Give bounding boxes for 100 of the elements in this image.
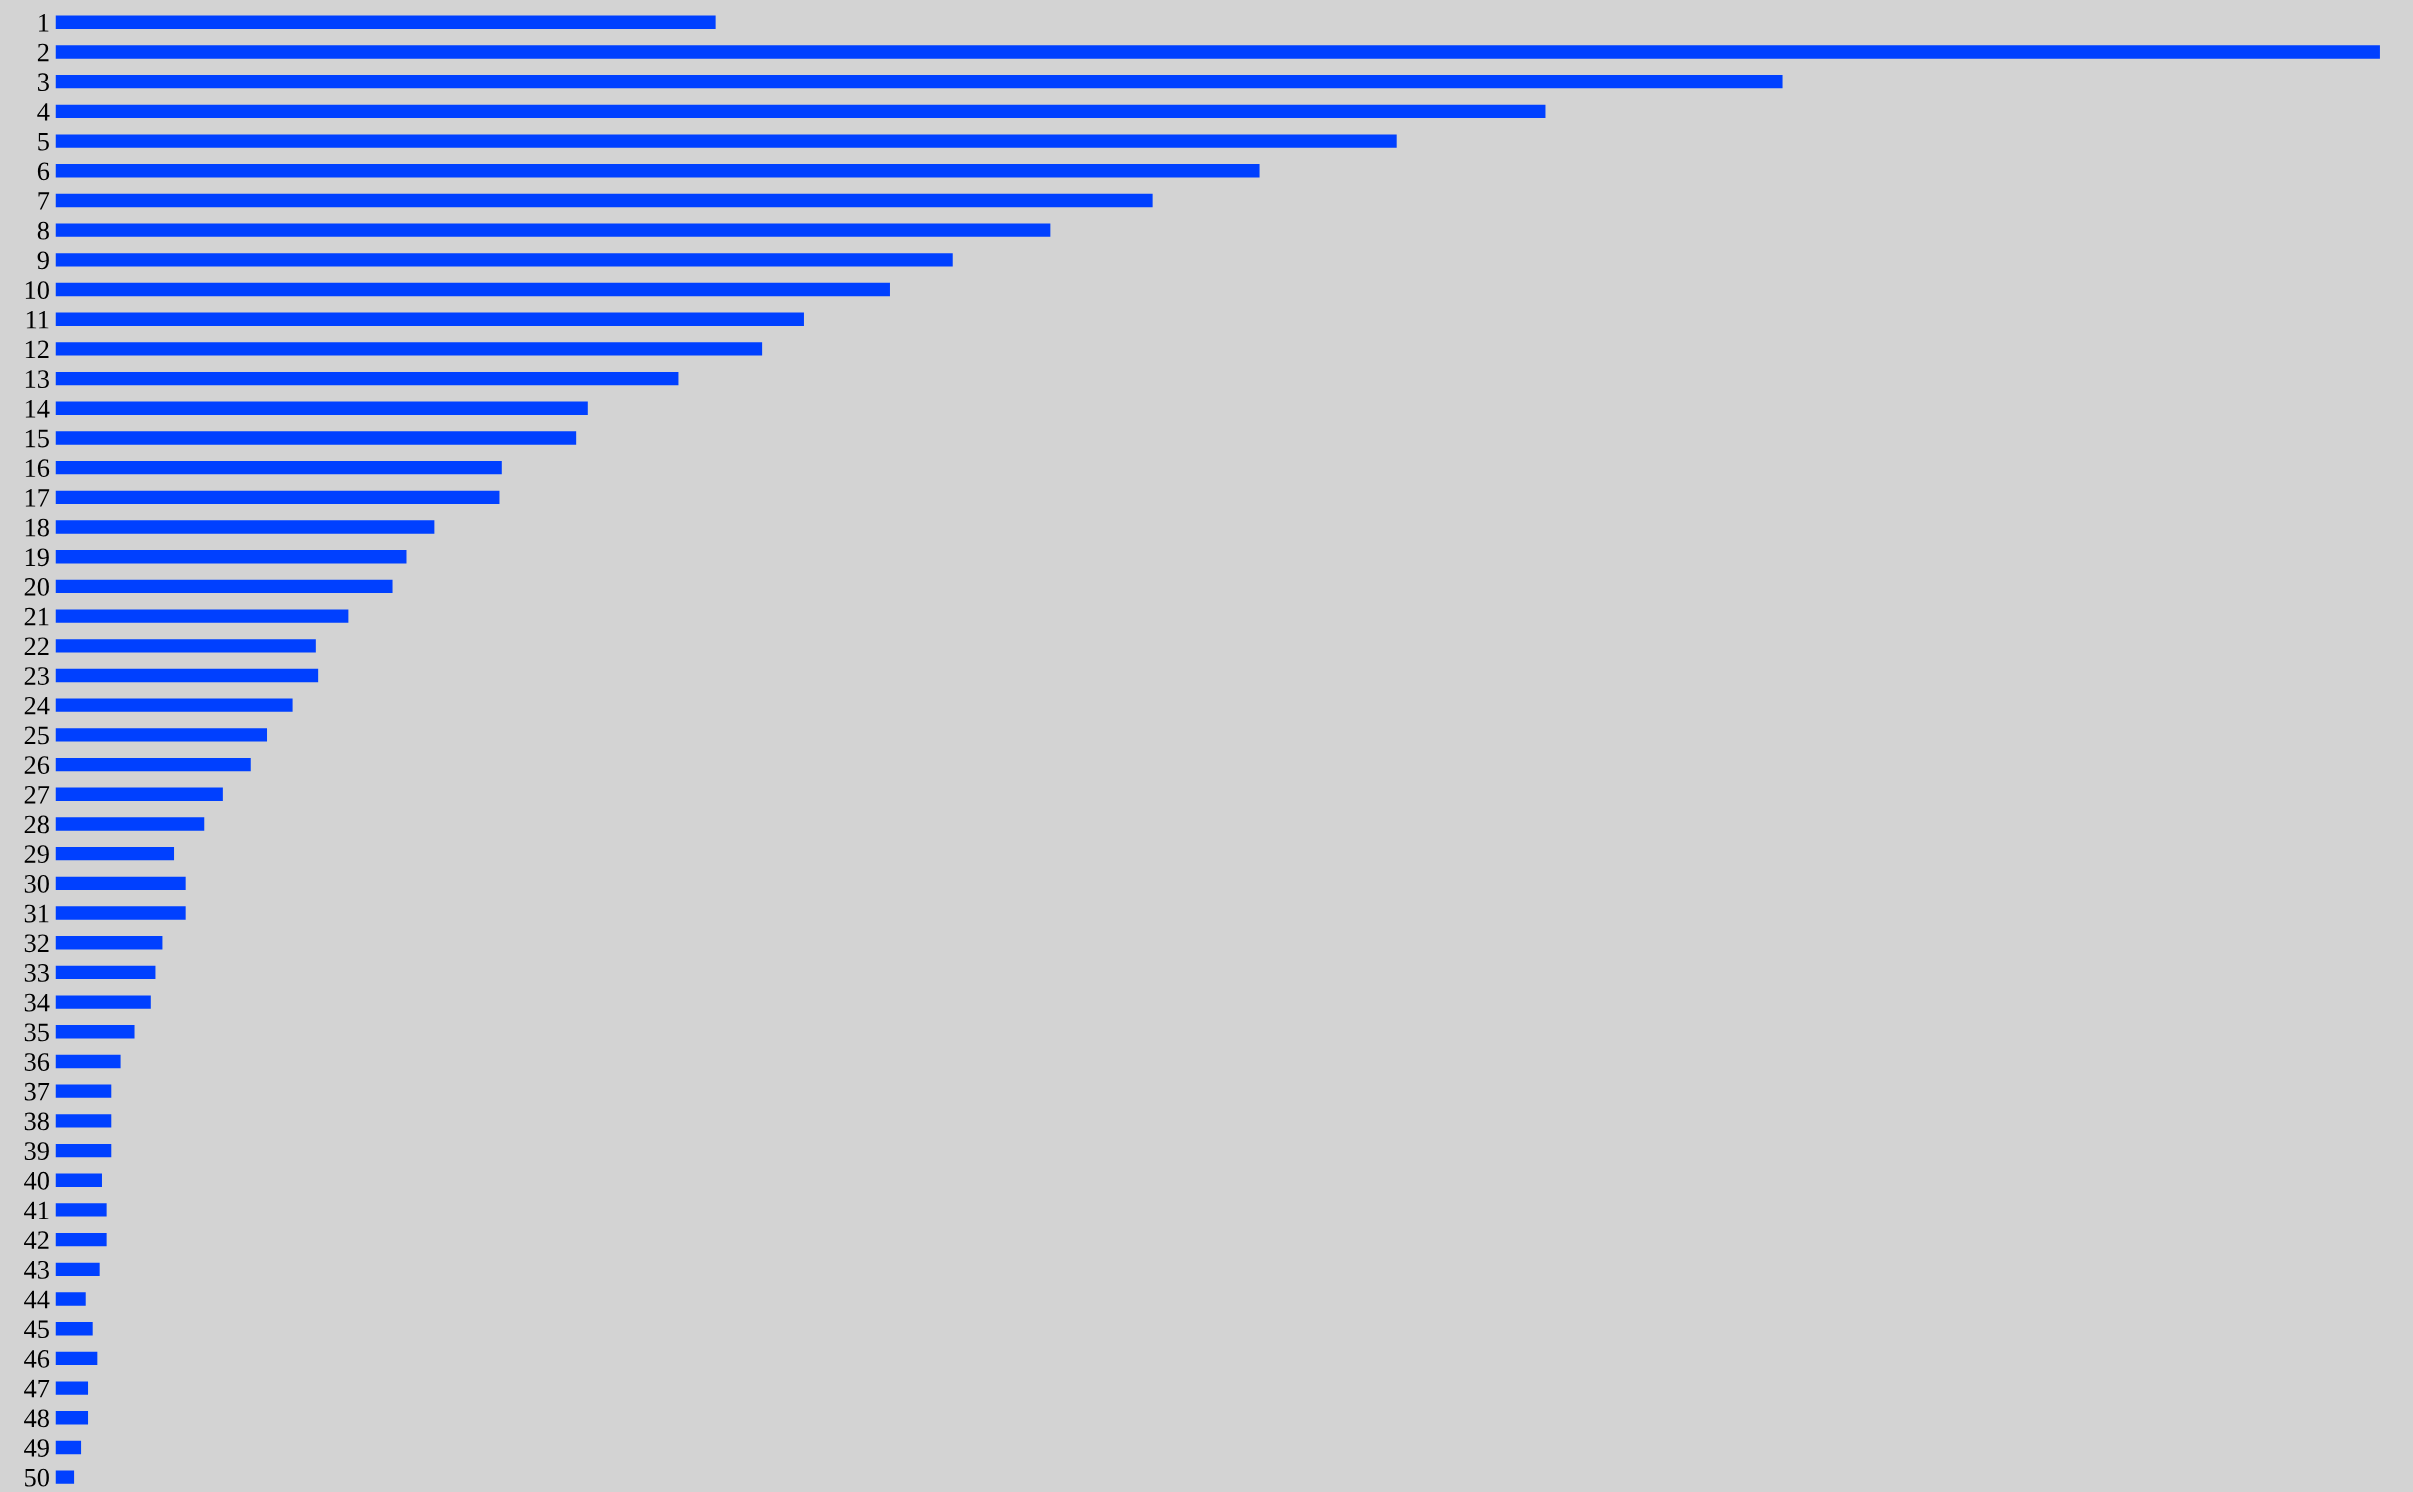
bar xyxy=(55,639,316,653)
bar xyxy=(55,965,156,980)
bar xyxy=(55,75,1783,89)
y-tick-label: 17 xyxy=(25,489,50,507)
bar xyxy=(55,846,175,861)
y-tick-label: 22 xyxy=(24,637,49,655)
y-tick-label: 25 xyxy=(24,726,49,745)
y-tick-label: 30 xyxy=(24,874,49,893)
bar xyxy=(55,1203,107,1217)
y-tick-label: 4 xyxy=(37,103,50,121)
y-tick-label: 14 xyxy=(25,400,50,418)
y-tick-label: 6 xyxy=(37,162,50,181)
y-tick-label: 12 xyxy=(25,340,49,359)
bar xyxy=(55,460,502,475)
bar xyxy=(55,1440,82,1455)
bar xyxy=(55,1292,86,1306)
bar xyxy=(55,223,1051,237)
y-tick-label: 35 xyxy=(24,1023,49,1042)
y-tick-label: 7 xyxy=(38,192,50,210)
bar xyxy=(55,193,1153,208)
y-tick-label: 23 xyxy=(24,667,49,685)
y-tick-label: 39 xyxy=(24,1142,49,1160)
y-tick-label: 10 xyxy=(25,281,49,299)
y-tick-label: 21 xyxy=(24,607,49,626)
y-tick-label: 28 xyxy=(24,815,49,834)
y-tick-label: 19 xyxy=(25,548,49,567)
y-tick-label: 44 xyxy=(24,1290,50,1309)
bar xyxy=(55,312,804,326)
bar xyxy=(55,282,890,297)
y-tick-label: 29 xyxy=(24,845,49,864)
bar xyxy=(55,1411,89,1425)
bar xyxy=(55,1262,100,1276)
y-tick-label: 46 xyxy=(24,1350,50,1368)
bar xyxy=(55,757,251,772)
bar xyxy=(55,1381,89,1395)
bar xyxy=(55,490,500,505)
bar xyxy=(55,1232,107,1247)
y-tick-label: 18 xyxy=(25,518,49,537)
bar xyxy=(55,1351,98,1366)
bar xyxy=(55,698,293,712)
y-tick-label: 20 xyxy=(24,578,49,596)
y-tick-label: 24 xyxy=(24,696,50,715)
y-tick-label: 3 xyxy=(38,73,49,92)
bar xyxy=(55,1322,93,1336)
y-tick-label: 34 xyxy=(24,993,50,1012)
y-tick-label: 37 xyxy=(24,1082,50,1101)
bar xyxy=(55,1025,135,1039)
y-tick-label: 45 xyxy=(24,1320,49,1339)
y-tick-label: 27 xyxy=(24,785,50,804)
bar xyxy=(55,609,349,623)
bar xyxy=(55,1173,102,1187)
bar xyxy=(55,787,223,801)
bar xyxy=(55,104,1546,119)
bar xyxy=(55,1084,112,1098)
y-tick-label: 2 xyxy=(37,43,49,62)
y-tick-label: 50 xyxy=(25,1468,49,1487)
y-tick-label: 9 xyxy=(37,251,49,270)
bar xyxy=(55,1114,112,1128)
y-tick-label: 16 xyxy=(25,459,50,478)
y-tick-label: 32 xyxy=(24,934,49,953)
y-tick-label: 33 xyxy=(24,964,49,982)
y-tick-label: 1 xyxy=(39,14,49,32)
bar xyxy=(55,906,186,920)
bar xyxy=(55,253,953,267)
y-tick-label: 41 xyxy=(24,1201,49,1220)
bar xyxy=(55,134,1397,148)
bar xyxy=(55,520,435,534)
bar xyxy=(55,550,407,564)
y-tick-label: 36 xyxy=(24,1053,50,1071)
y-tick-label: 42 xyxy=(24,1231,49,1249)
bar xyxy=(55,995,151,1009)
y-tick-label: 31 xyxy=(24,904,49,923)
y-tick-label: 49 xyxy=(24,1439,49,1457)
bar xyxy=(55,936,163,950)
bar xyxy=(55,817,205,831)
bar xyxy=(55,1054,121,1069)
bar xyxy=(55,342,763,356)
y-tick-label: 11 xyxy=(26,310,49,329)
bar xyxy=(55,876,186,891)
y-tick-label: 5 xyxy=(38,132,49,151)
y-tick-label: 48 xyxy=(24,1409,49,1428)
bar xyxy=(55,728,268,742)
y-tick-label: 15 xyxy=(25,429,49,448)
bar xyxy=(55,15,716,29)
y-tick-label: 40 xyxy=(24,1171,49,1190)
y-tick-label: 47 xyxy=(24,1379,50,1398)
bar xyxy=(55,431,577,445)
y-tick-label: 43 xyxy=(24,1261,49,1279)
y-tick-label: 26 xyxy=(24,756,50,774)
bar xyxy=(55,1143,112,1158)
bar xyxy=(55,1470,75,1484)
y-tick-label: 38 xyxy=(24,1112,49,1131)
y-tick-label: 13 xyxy=(25,370,49,389)
bar xyxy=(55,371,679,386)
bar xyxy=(55,401,588,415)
y-tick-label: 8 xyxy=(37,221,49,240)
bar xyxy=(55,668,319,683)
bar xyxy=(55,164,1260,178)
bar xyxy=(55,45,2380,59)
bar xyxy=(55,579,393,594)
